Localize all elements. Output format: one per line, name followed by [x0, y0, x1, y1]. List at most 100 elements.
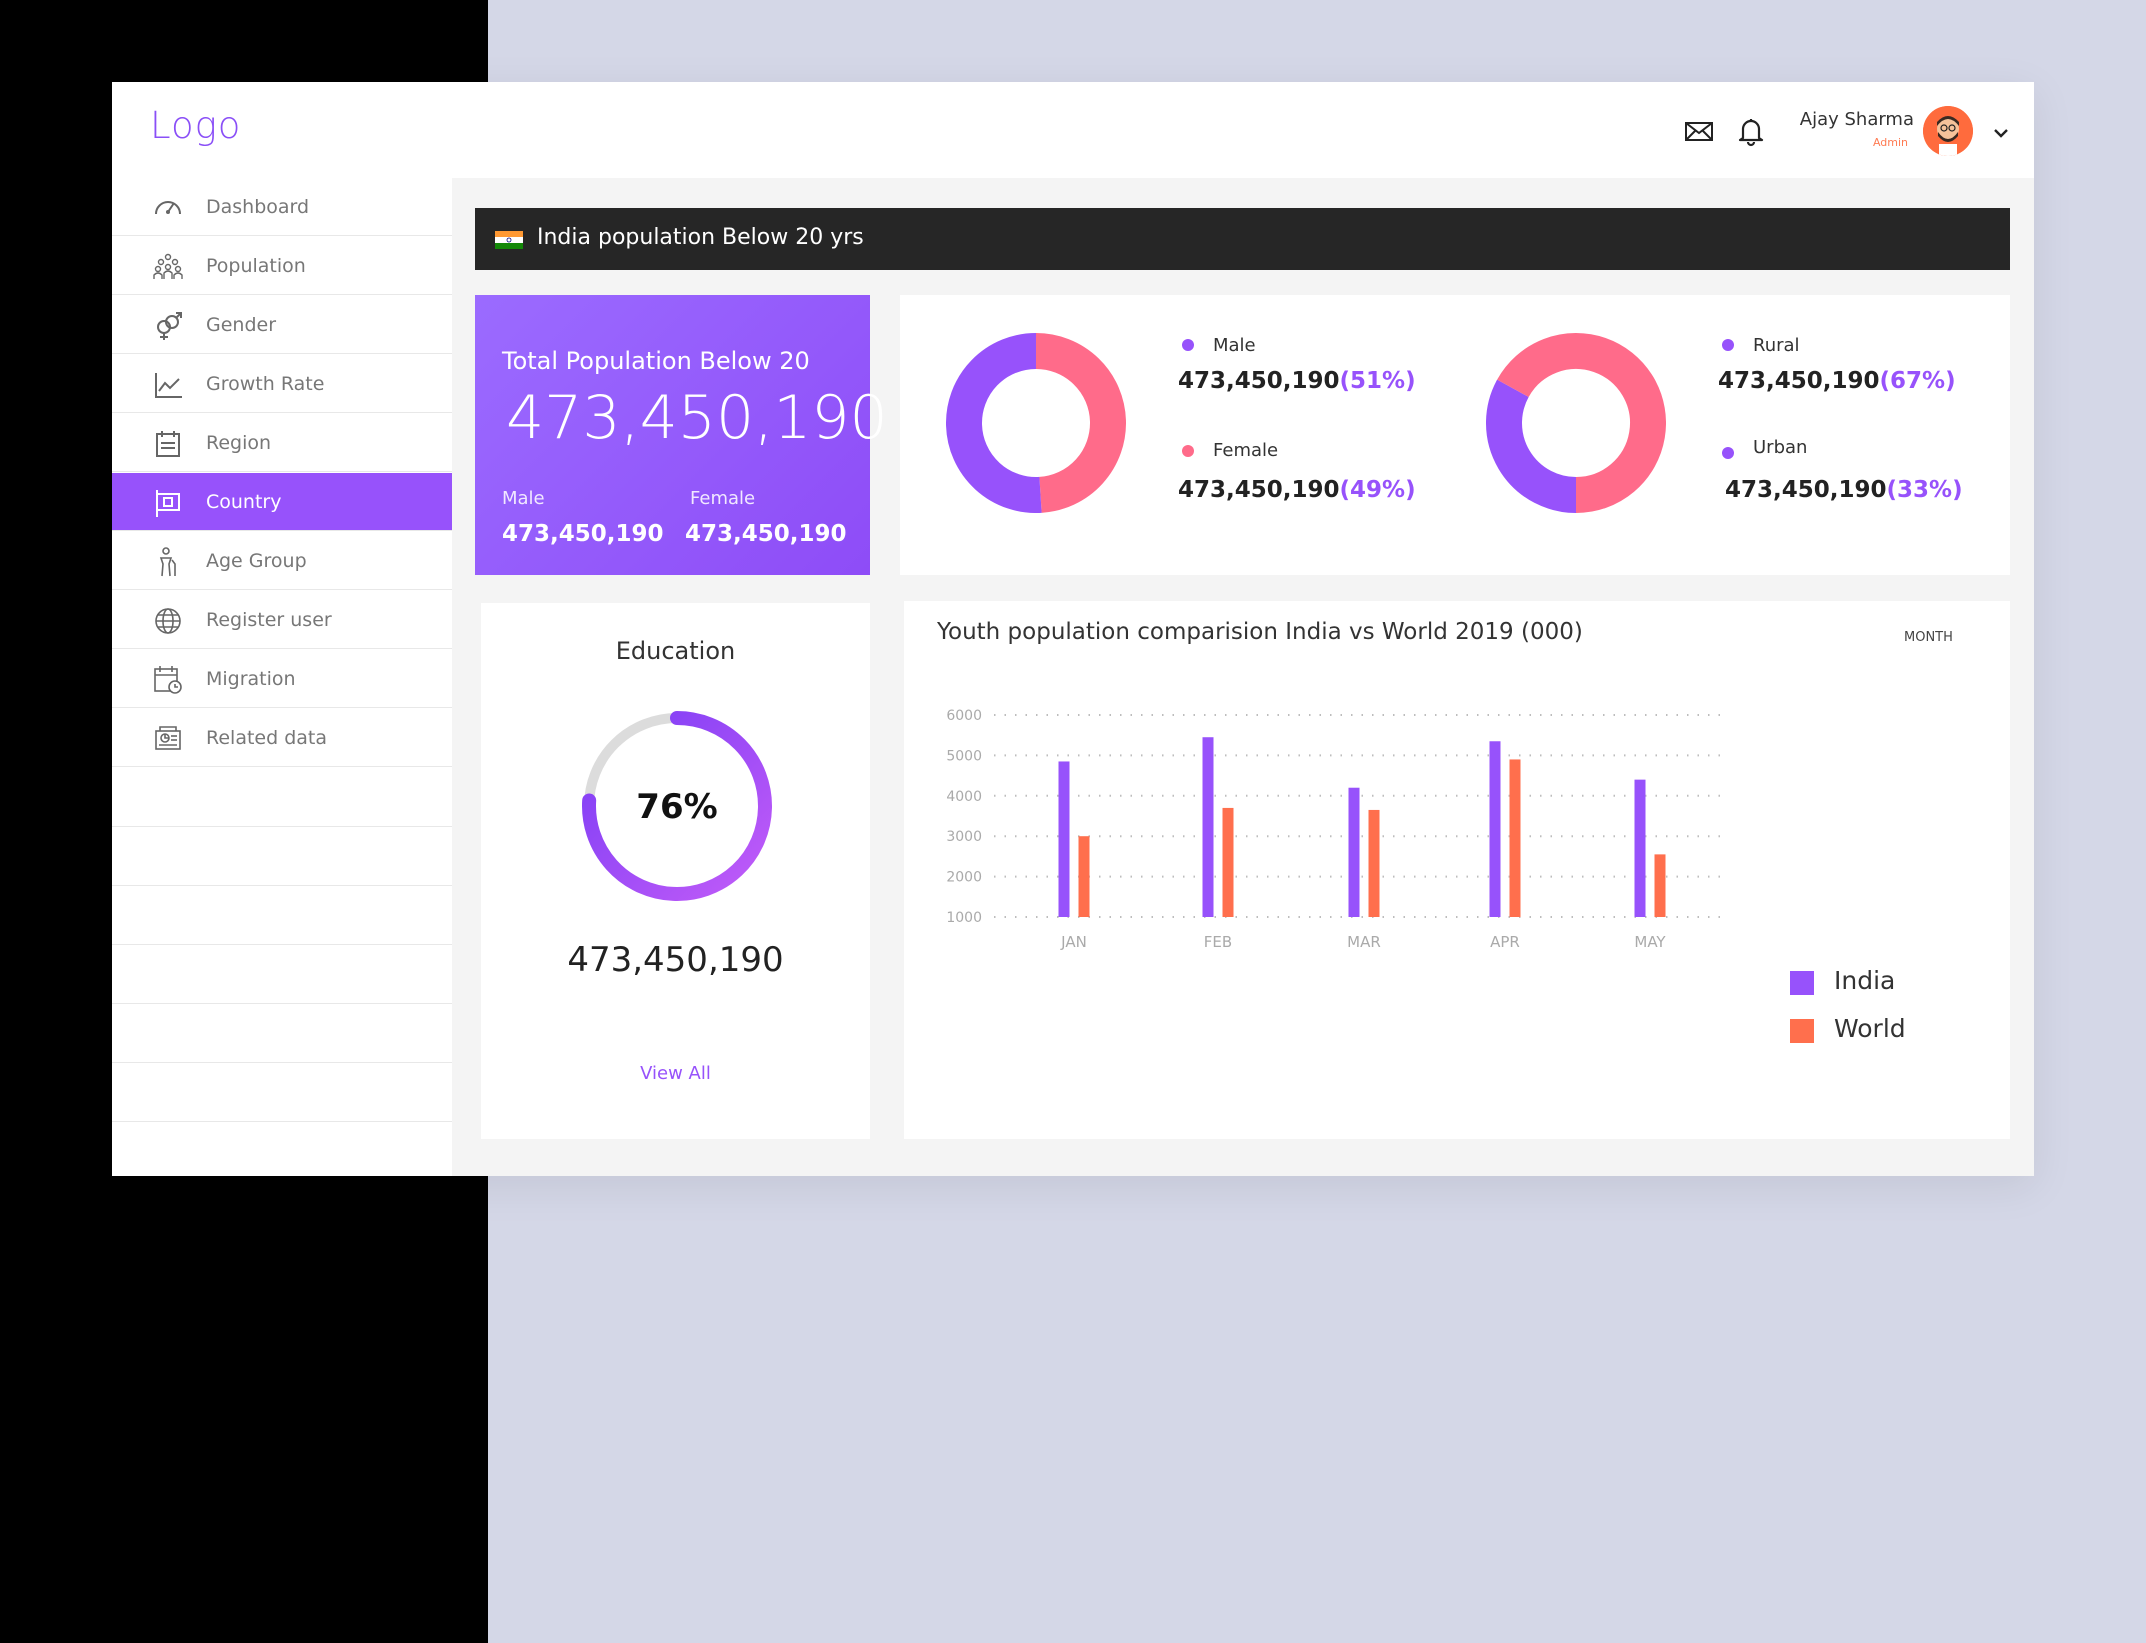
- sidebar-item-label: Gender: [206, 313, 277, 336]
- sidebar-item-region[interactable]: Region: [112, 414, 452, 472]
- area-donut-chart: [1486, 333, 1666, 513]
- rural-percent: (67%): [1879, 368, 1956, 394]
- bar-india-jan: [1058, 761, 1070, 917]
- bar-world-jan: [1078, 836, 1090, 917]
- urban-legend-dot: [1722, 447, 1734, 459]
- sidebar: Dashboard Population Gender Growth Rate …: [112, 178, 452, 1176]
- chevron-down-icon[interactable]: [1990, 122, 2012, 144]
- y-tick-label: 1000: [946, 910, 982, 926]
- dashboard-window: Logo Ajay Sharma Admin: [112, 82, 2034, 1176]
- gender-donut-chart: [946, 333, 1126, 513]
- education-percent: 76%: [636, 787, 718, 827]
- female-legend-dot: [1182, 445, 1194, 457]
- rural-legend-dot: [1722, 339, 1734, 351]
- view-all-link[interactable]: View All: [640, 1063, 711, 1084]
- y-tick-label: 3000: [946, 829, 982, 845]
- sidebar-item-label: Dashboard: [206, 195, 310, 218]
- bar-india-may: [1634, 779, 1646, 917]
- speedometer-icon: [155, 201, 181, 215]
- bar-world-mar: [1368, 809, 1380, 917]
- sidebar-item-gender[interactable]: Gender: [112, 296, 452, 354]
- sidebar-item-register-user[interactable]: Register user: [112, 591, 452, 649]
- bar-world-apr: [1509, 759, 1521, 917]
- legend-india-label: India: [1834, 966, 1896, 995]
- urban-percent: (33%): [1886, 477, 1963, 503]
- legend-world-swatch: [1790, 1019, 1814, 1043]
- urban-legend-label: Urban: [1753, 437, 1808, 458]
- flag-icon: [156, 490, 180, 517]
- female-percent: (49%): [1339, 477, 1416, 503]
- male-legend-dot: [1182, 339, 1194, 351]
- legend-india-swatch: [1790, 971, 1814, 995]
- sidebar-item-migration[interactable]: Migration: [112, 650, 452, 708]
- sidebar-divider: [112, 827, 452, 886]
- data-icon: [155, 726, 181, 750]
- logo[interactable]: Logo: [150, 104, 242, 147]
- urban-count: 473,450,190: [1725, 477, 1887, 503]
- x-tick-label: MAY: [1634, 933, 1666, 951]
- sidebar-item-age-group[interactable]: Age Group: [112, 532, 452, 590]
- sidebar-item-label: Region: [206, 431, 272, 454]
- user-name: Ajay Sharma: [1799, 109, 1914, 130]
- bar-world-feb: [1222, 807, 1234, 917]
- total-population-value: 473,450,190: [506, 383, 888, 453]
- bar-chart: 6000 5000 4000 3000 2000 1000 JAN FEB MAR APR MAY: [946, 708, 1724, 951]
- crowd-icon: [153, 253, 183, 279]
- gender-icon: [157, 312, 182, 340]
- y-tick-label: 6000: [946, 708, 982, 724]
- month-filter[interactable]: MONTH: [1904, 630, 1953, 645]
- x-tick-label: JAN: [1060, 933, 1087, 951]
- male-slice: [946, 333, 1042, 513]
- avatar-icon: [1923, 106, 1973, 156]
- rural-legend-value: 473,450,190(67%): [1718, 368, 1956, 394]
- urban-legend-value: 473,450,190(33%): [1725, 477, 1963, 503]
- bell-icon[interactable]: [1734, 114, 1768, 148]
- sidebar-divider: [112, 1004, 452, 1063]
- sidebar-item-label: Migration: [206, 667, 296, 690]
- female-legend-value: 473,450,190(49%): [1178, 477, 1416, 503]
- education-ring-progress: [582, 711, 772, 901]
- mail-icon[interactable]: [1682, 114, 1716, 148]
- female-label: Female: [690, 488, 756, 509]
- total-population-heading: Total Population Below 20: [502, 347, 810, 375]
- distribution-card: Male 473,450,190(51%) Female 473,450,190…: [900, 295, 2010, 575]
- sidebar-item-country[interactable]: Country: [112, 473, 452, 531]
- sidebar-item-growth-rate[interactable]: Growth Rate: [112, 355, 452, 413]
- sidebar-divider: [112, 1063, 452, 1122]
- sidebar-item-label: Country: [206, 490, 282, 513]
- top-bar: Logo Ajay Sharma Admin: [112, 82, 2034, 178]
- sidebar-item-population[interactable]: Population: [112, 237, 452, 295]
- sidebar-divider: [112, 768, 452, 827]
- x-tick-label: FEB: [1204, 933, 1232, 951]
- x-tick-label: MAR: [1347, 933, 1381, 951]
- sidebar-divider: [112, 945, 452, 1004]
- female-slice: [1035, 333, 1126, 513]
- sidebar-item-label: Related data: [206, 726, 327, 749]
- comparison-chart-card: 6000 5000 4000 3000 2000 1000 JAN FEB MAR APR MAY …: [904, 601, 2010, 1139]
- sidebar-item-label: Register user: [206, 608, 332, 631]
- rural-slice: [1497, 333, 1666, 513]
- male-label: Male: [502, 488, 545, 509]
- bar-india-apr: [1489, 741, 1501, 917]
- calendar-clock-icon: [154, 666, 182, 694]
- rural-legend-label: Rural: [1753, 335, 1800, 356]
- bar-india-mar: [1348, 787, 1360, 917]
- female-count: 473,450,190: [1178, 477, 1340, 503]
- bar-india-feb: [1202, 737, 1214, 917]
- bar-world-may: [1654, 854, 1666, 917]
- sidebar-item-related-data[interactable]: Related data: [112, 709, 452, 767]
- sidebar-item-dashboard[interactable]: Dashboard: [112, 178, 452, 236]
- rural-count: 473,450,190: [1718, 368, 1880, 394]
- avatar[interactable]: [1923, 106, 1973, 156]
- y-tick-label: 5000: [946, 748, 982, 764]
- education-progress-ring: [582, 711, 772, 901]
- chart-title: Youth population comparision India vs Wo…: [937, 619, 1583, 645]
- legend-world-label: World: [1834, 1014, 1906, 1043]
- male-percent: (51%): [1339, 368, 1416, 394]
- sidebar-item-label: Age Group: [206, 549, 307, 572]
- user-role: Admin: [1872, 136, 1908, 149]
- male-legend-label: Male: [1213, 335, 1256, 356]
- total-population-card: Total Population Below 20 473,450,190 Ma…: [475, 295, 888, 575]
- education-card: Education 76% 473,450,190 View All: [481, 603, 870, 1139]
- y-tick-label: 2000: [946, 870, 982, 886]
